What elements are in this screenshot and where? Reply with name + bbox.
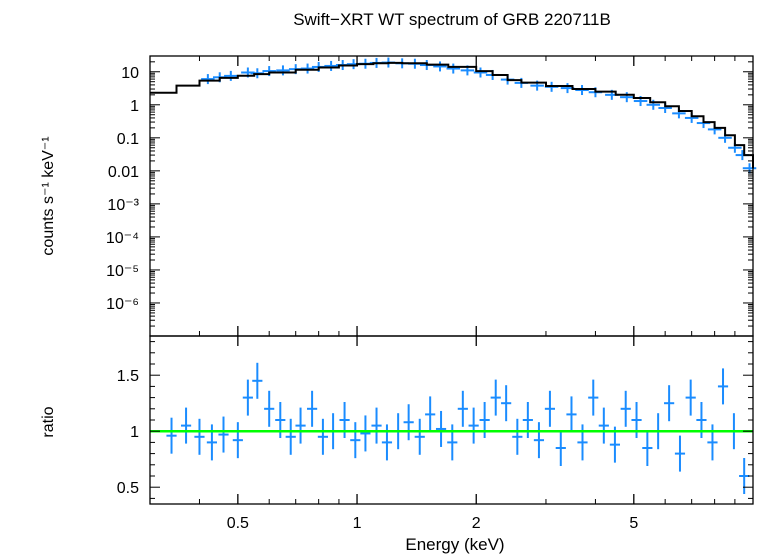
x-tick-label: 5 [629,515,638,532]
ratio-data-point [468,407,479,444]
spectrum-data-point [473,67,488,78]
spectrum-y-tick-label: 10⁻⁴ [106,230,139,247]
ratio-data-point [457,390,468,427]
ratio-data-point [285,418,296,455]
ratio-panel-frame [149,335,754,505]
ratio-y-axis-label: ratio [40,406,57,437]
spectrum-y-tick-label: 10⁻⁶ [106,296,139,313]
spectrum-panel-frame [149,55,754,337]
ratio-data-point [350,422,361,459]
ratio-data-point [501,385,512,422]
spectrum-data-point [433,61,447,72]
spectrum-data-point [300,63,315,74]
ratio-data-point [598,407,609,444]
ratio-data-point [232,422,243,459]
plot-layer [150,57,757,494]
spectrum-y-tick-label: 10⁻⁵ [106,263,139,280]
ratio-data-point [631,402,642,438]
axes-layer: 0.5 1 2 5 10 1 0.1 0.01 10⁻³ 10⁻⁴ 10⁻⁵ 10⁻⁶ 0.5 1 1.5 [106,55,753,532]
ratio-data-point [206,424,217,461]
ratio-data-point [566,396,577,433]
ratio-data-point [490,379,501,416]
spectrum-y-tick-label: 10 [121,65,139,82]
spectrum-data-point [742,163,757,174]
spectrum-data-point [620,92,634,103]
spectrum-y-tick-label: 10⁻³ [107,197,139,214]
x-tick-label: 2 [472,515,481,532]
ratio-data-point [522,402,533,438]
ratio-data-point [414,418,425,455]
spectrum-y-tick-label: 0.01 [108,164,139,181]
ratio-data-point [544,390,556,427]
ratio-data-point [307,390,318,427]
spectrum-y-axis-label: counts s⁻¹ keV⁻¹ [40,136,57,255]
ratio-data-point [664,385,675,422]
ratio-data-point [403,404,414,441]
spectrum-data-point [446,63,461,74]
ratio-data-point [620,390,631,427]
x-axis-label: Energy (keV) [405,535,504,554]
ratio-y-tick-label: 1 [130,424,139,441]
ratio-data-point [339,402,350,438]
ratio-data-point [381,424,393,461]
spectrum-data-point [276,65,290,76]
ratio-data-point [512,418,523,455]
ratio-y-tick-label: 1.5 [117,368,139,385]
spectrum-data-point [324,60,338,71]
ratio-data-point [425,396,436,433]
ratio-data-point [717,368,729,405]
ratio-data-point [275,402,286,438]
ratio-data-point [577,424,588,461]
ratio-data-point [739,458,750,494]
ratio-data-point [317,418,328,455]
ratio-data-point [242,379,253,416]
ratio-data-point [180,407,192,444]
x-tick-label: 0.5 [227,515,249,532]
ratio-data-point [707,424,718,461]
model-line [150,61,754,169]
ratio-data-point [674,435,686,472]
spectrum-data-point [201,74,215,85]
ratio-data-point [685,379,696,416]
ratio-data-point [360,415,371,452]
x-tick-label: 1 [353,515,362,532]
ratio-data-point [218,416,229,453]
ratio-data-point [166,417,177,454]
ratio-data-point [194,418,205,455]
ratio-data-point [371,407,382,444]
spectrum-data-point [224,70,238,81]
ratio-data-point [588,379,599,416]
ratio-data-point [295,407,306,444]
ratio-data-point [555,430,566,466]
ratio-data-point [609,426,621,463]
ratio-data-point [447,424,458,461]
ratio-data-point [435,410,447,447]
chart-title: Swift−XRT WT spectrum of GRB 220711B [293,10,611,29]
spectrum-y-tick-label: 0.1 [117,131,139,148]
ratio-y-tick-label: 0.5 [117,480,139,497]
ratio-data-point [642,430,653,466]
spectrum-y-tick-label: 1 [130,98,139,115]
ratio-data-point [264,390,275,427]
ratio-data-point [533,422,545,459]
ratio-data-point [696,402,707,438]
ratio-data-point [479,402,490,438]
spectrum-data-point [575,85,589,96]
ratio-data-point [252,362,263,399]
